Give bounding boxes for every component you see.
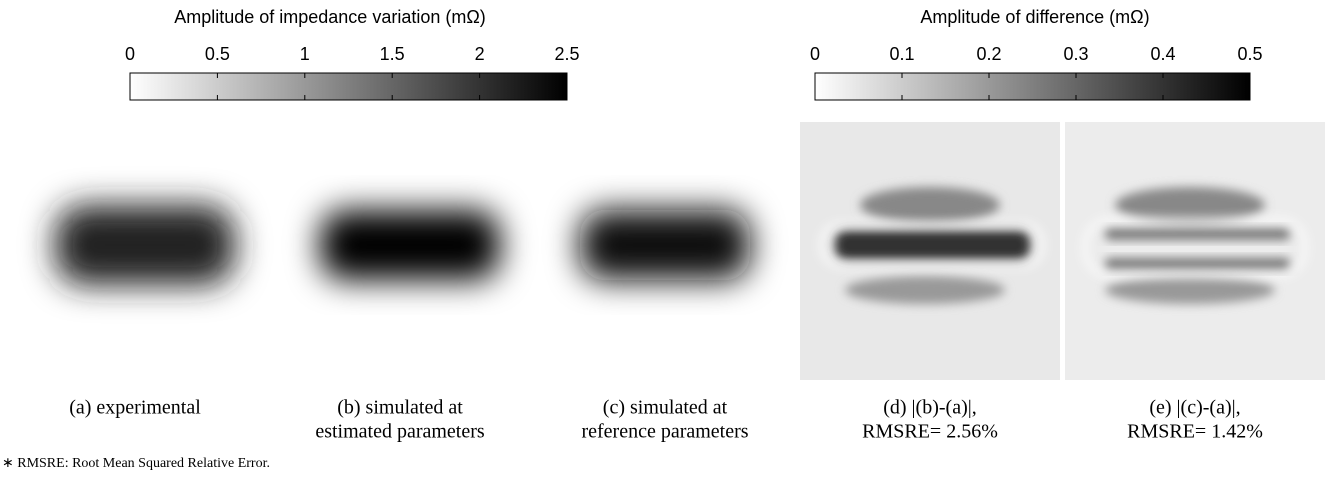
caption: (d) |(b)-(a)|,	[883, 397, 977, 419]
tick-label: 0.3	[1063, 44, 1088, 64]
tick-label: 0	[810, 44, 820, 64]
heatmap-c	[580, 210, 750, 280]
tick-label: 0.1	[889, 44, 914, 64]
caption: (a) experimental	[69, 397, 201, 419]
colorbar	[814, 72, 1251, 101]
colorbar-label: Amplitude of impedance variation (mΩ)	[174, 7, 486, 27]
colorbar	[129, 72, 568, 101]
caption: (c) simulated at	[603, 397, 728, 419]
tick-label: 0.5	[205, 44, 230, 64]
heatmap-e	[1065, 122, 1325, 380]
caption: RMSRE= 1.42%	[1127, 421, 1263, 443]
tick-label: 1.5	[380, 44, 405, 64]
footnote: ∗ RMSRE: Root Mean Squared Relative Erro…	[2, 456, 270, 471]
caption: (e) |(c)-(a)|,	[1149, 397, 1240, 419]
caption: RMSRE= 2.56%	[862, 421, 998, 443]
colorbar-label: Amplitude of difference (mΩ)	[920, 7, 1149, 27]
caption: estimated parameters	[315, 421, 485, 443]
tick-label: 1	[300, 44, 310, 64]
caption: (b) simulated at	[337, 397, 463, 419]
tick-label: 0.5	[1237, 44, 1262, 64]
tick-label: 0	[125, 44, 135, 64]
tick-label: 2	[475, 44, 485, 64]
tick-label: 2.5	[554, 44, 579, 64]
caption: reference parameters	[581, 421, 748, 443]
tick-label: 0.2	[976, 44, 1001, 64]
heatmap-b	[320, 210, 500, 280]
heatmap-d	[800, 122, 1060, 380]
tick-label: 0.4	[1150, 44, 1175, 64]
heatmap-a	[55, 205, 235, 285]
